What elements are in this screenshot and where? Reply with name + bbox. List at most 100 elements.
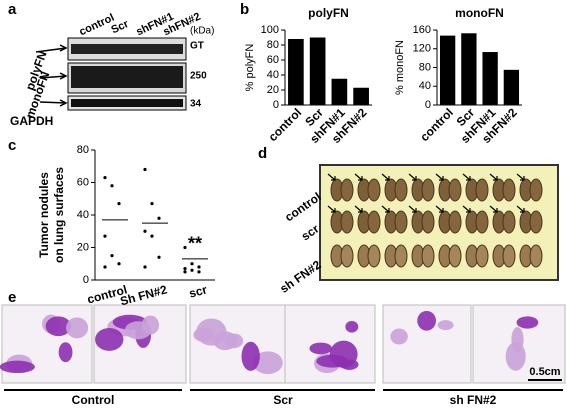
lung [367,210,381,234]
x-tick-label: scr [188,282,209,300]
y-tick-label: 40 [267,69,279,81]
y-tick-label: 80 [77,144,89,156]
lung [394,178,408,202]
unit-label: (kDa) [190,26,214,37]
annotation: ** [188,234,202,254]
band [71,66,183,88]
arrow [516,173,525,181]
point [183,245,187,250]
lung [475,178,489,202]
arrow [408,173,417,181]
y-tick-label: 0 [83,274,89,286]
arrow [462,205,471,213]
lung [340,178,354,202]
scale-bar [528,379,562,381]
point [143,167,147,172]
arrow [381,205,390,213]
marker-label: 250 [190,71,207,82]
y-tick-label: 0 [273,99,279,111]
tissue [241,341,260,371]
lung [475,244,489,268]
panel-label: a [8,1,17,18]
lung [340,244,354,268]
lung [394,210,408,234]
y-tick-label: 40 [77,209,89,221]
lung [340,210,354,234]
point [183,267,187,271]
tissue [437,320,454,331]
y-tick-label: 160 [413,24,431,36]
tissue [505,342,526,371]
x-tick-label: Sh FN#2 [119,282,169,308]
y-tick-label: 100 [261,24,279,36]
lung [421,178,435,202]
lung [529,178,543,202]
y-tick-label: 40 [419,80,431,92]
tissue [252,351,283,375]
tissue [58,342,73,363]
lung [394,244,408,268]
row-label: scr [299,221,322,243]
y-axis-label: % monoFN [394,40,406,95]
lung [367,178,381,202]
arrow [489,173,498,181]
bar [309,37,326,105]
tissue [309,342,333,355]
bar [439,35,456,105]
tissue [0,360,35,374]
y-tick-label: 120 [413,43,431,55]
y-tick-label: 80 [419,61,431,73]
marker-label: GT [190,41,204,52]
arrow [381,173,390,181]
arrow [489,205,498,213]
y-tick-label: 0 [425,99,431,111]
marker-label: 34 [190,99,202,110]
row-label: control [282,190,323,225]
arrow [35,44,68,107]
y-axis-label: on lung surfaces [52,167,66,263]
lung [529,210,543,234]
arrow [354,205,363,213]
point [190,262,194,266]
scale-label: 0.5cm [529,366,560,378]
point [190,268,194,272]
arrow [408,205,417,213]
y-axis-label: Tumor nodules [37,172,51,258]
band [71,44,183,54]
bar [353,87,369,105]
panel-label: d [258,145,267,162]
lung [421,244,435,268]
arrow [516,205,525,213]
panel-label: e [8,289,16,306]
bar [331,78,348,105]
tissue [224,333,244,349]
y-tick-label: 80 [267,39,279,51]
bar [461,33,477,105]
lung [529,244,543,268]
tissue [345,320,359,333]
point [150,234,154,238]
tissue [45,316,72,337]
tissue [66,317,89,339]
lung [448,244,462,268]
lung [367,244,381,268]
arrow [327,173,336,181]
tissue [417,310,436,331]
band [71,99,183,107]
point [143,229,147,233]
lung [421,210,435,234]
arrow [327,205,336,213]
arrow [462,173,471,181]
point [157,255,161,259]
lung [448,178,462,202]
bar [288,39,304,105]
chart-title: monoFN [455,6,504,20]
lung [475,210,489,234]
point [117,202,121,206]
group-label: Control [72,393,115,407]
tissue [516,316,539,329]
point [183,270,187,274]
arrow [435,205,444,213]
y-tick-label: 20 [267,84,279,96]
point [197,265,201,269]
